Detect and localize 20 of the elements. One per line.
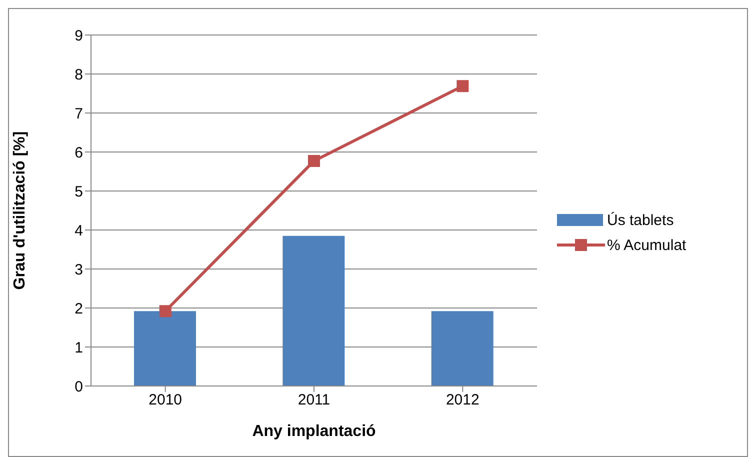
x-tick-label: 2012 (446, 392, 480, 409)
y-tick-label: 1 (74, 339, 83, 356)
point (308, 154, 320, 167)
legend-label: Ús tablets (607, 212, 674, 228)
y-tick-label: 9 (74, 27, 83, 44)
y-tick-label: 8 (74, 66, 83, 84)
y-tick-label: 3 (74, 261, 83, 278)
y-tick-label: 2 (74, 300, 83, 318)
x-tick-label: 2011 (298, 392, 330, 409)
y-tick-label: 0 (74, 378, 83, 396)
y-tick-label: 5 (74, 183, 83, 200)
point (159, 305, 172, 318)
y-tick-label: 6 (74, 144, 83, 162)
y-tick-label: 4 (74, 222, 83, 240)
point (456, 80, 469, 92)
x-tick-label: 2010 (148, 392, 182, 409)
legend-label: % Acumulat (607, 236, 686, 254)
x-axis-title: Any implantació (252, 423, 376, 440)
y-tick-label: 7 (74, 105, 83, 122)
y-axis-title: Grau d'utilització [%] (12, 131, 29, 290)
